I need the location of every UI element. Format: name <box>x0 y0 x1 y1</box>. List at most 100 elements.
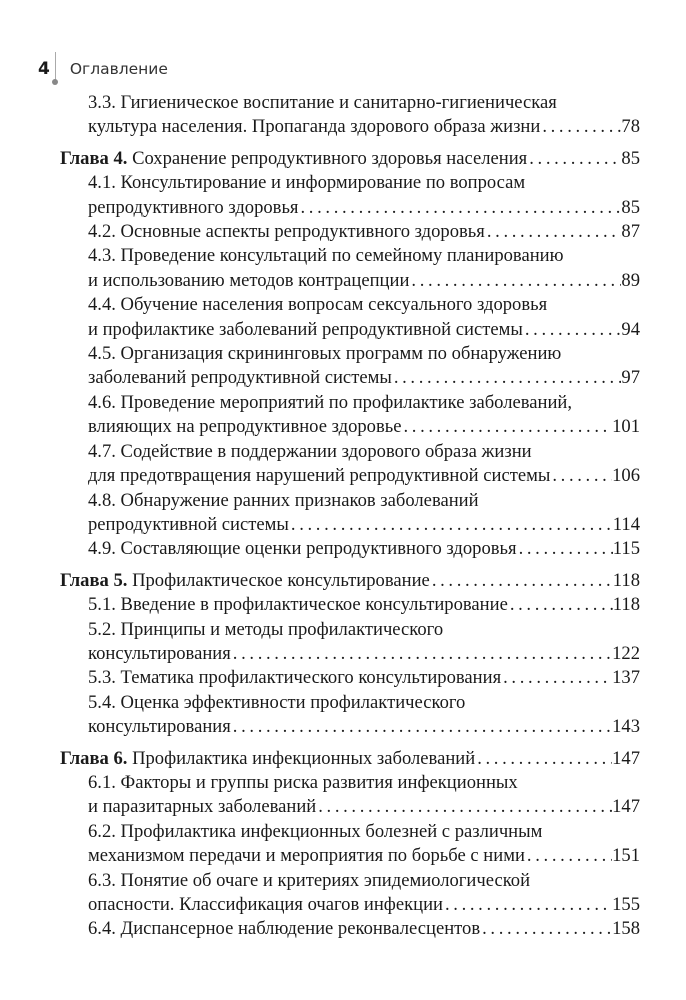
toc-section-entry[interactable]: 4.1. Консультирование и информирование п… <box>60 171 640 220</box>
toc-section-entry[interactable]: 4.3. Проведение консультаций по семейном… <box>60 244 640 293</box>
entry-title-text: репродуктивной системы <box>88 513 289 535</box>
entry-page-number: 147 <box>612 747 640 769</box>
entry-title-text: 6.4. Диспансерное наблюдение реконвалесц… <box>88 918 481 940</box>
entry-title-text: 6.3. Понятие об очаге и критериях эпидем… <box>88 869 531 891</box>
entry-title: влияющих на репродуктивное здоровье <box>88 415 401 439</box>
dot-leader <box>517 537 613 561</box>
toc-line: влияющих на репродуктивное здоровье 101 <box>88 415 640 439</box>
entry-title: 5.4. Оценка эффективности профилактическ… <box>88 692 465 713</box>
dot-leader <box>523 318 622 342</box>
entry-title: репродуктивной системы <box>88 513 289 537</box>
toc-chapter-entry[interactable]: Глава 4. Сохранение репродуктивного здор… <box>60 147 640 171</box>
entry-title-text: Сохранение репродуктивного здоровья насе… <box>132 147 528 169</box>
entry-title: 4.1. Консультирование и информирование п… <box>88 172 525 193</box>
entry-title: опасности. Классификация очагов инфекции <box>88 893 443 917</box>
header-dot <box>52 79 58 85</box>
toc-line: Глава 5. Профилактическое консультирован… <box>60 569 640 593</box>
entry-page-number: 118 <box>612 569 640 591</box>
entry-title: для предотвращения нарушений репродуктив… <box>88 464 550 488</box>
toc-section-entry[interactable]: 5.4. Оценка эффективности профилактическ… <box>60 691 640 740</box>
toc-line: опасности. Классификация очагов инфекции… <box>88 893 640 917</box>
entry-page-number: 143 <box>612 716 640 738</box>
toc-line: репродуктивного здоровья 85 <box>88 196 640 220</box>
dot-leader <box>392 366 622 390</box>
toc-line: и паразитарных заболеваний 147 <box>88 795 640 819</box>
entry-title: 4.9. Составляющие оценки репродуктивного… <box>88 537 517 561</box>
entry-title-text: консультирования <box>88 642 231 664</box>
entry-title-text: 5.1. Введение в профилактическое консуль… <box>88 594 508 616</box>
entry-title-text: 4.1. Консультирование и информирование п… <box>88 172 526 194</box>
entry-title: 5.2. Принципы и методы профилактического <box>88 619 443 640</box>
chapter-label: Глава 4. <box>60 147 128 169</box>
entry-page-number: 97 <box>621 367 640 389</box>
entry-title-text: культура населения. Пропаганда здорового… <box>88 116 541 138</box>
entry-title-text: консультирования <box>88 716 231 738</box>
toc-line: Глава 6. Профилактика инфекционных забол… <box>60 747 640 771</box>
dot-leader <box>475 747 612 771</box>
toc-line: 4.2. Основные аспекты репродуктивного зд… <box>88 220 640 244</box>
entry-title-text: влияющих на репродуктивное здоровье <box>88 416 402 438</box>
toc-section-entry[interactable]: 6.4. Диспансерное наблюдение реконвалесц… <box>60 917 640 941</box>
entry-title: и паразитарных заболеваний <box>88 795 316 819</box>
toc-section-entry[interactable]: 4.4. Обучение населения вопросам сексуал… <box>60 293 640 342</box>
entry-title: механизмом передачи и мероприятия по бор… <box>88 844 525 868</box>
toc-chapter-entry[interactable]: Глава 5. Профилактическое консультирован… <box>60 569 640 593</box>
entry-page-number: 115 <box>612 538 640 560</box>
entry-page-number: 85 <box>621 196 640 218</box>
toc-line: 5.1. Введение в профилактическое консуль… <box>88 593 640 617</box>
toc-section-entry[interactable]: 4.2. Основные аспекты репродуктивного зд… <box>60 220 640 244</box>
entry-page-number: 147 <box>612 796 640 818</box>
entry-title-text: 4.8. Обнаружение ранних признаков заболе… <box>88 489 479 511</box>
entry-title: Глава 5. Профилактическое консультирован… <box>60 569 430 593</box>
dot-leader <box>430 569 613 593</box>
entry-page-number: 114 <box>612 513 640 535</box>
chapter-label: Глава 5. <box>60 569 128 591</box>
toc-line: 6.4. Диспансерное наблюдение реконвалесц… <box>88 917 640 941</box>
toc-section-entry[interactable]: 6.1. Факторы и группы риска развития инф… <box>60 771 640 820</box>
toc-line: Глава 4. Сохранение репродуктивного здор… <box>60 147 640 171</box>
entry-title: 6.3. Понятие об очаге и критериях эпидем… <box>88 870 530 891</box>
page-number: 4 <box>38 59 50 79</box>
toc-section-entry[interactable]: 6.3. Понятие об очаге и критериях эпидем… <box>60 869 640 918</box>
toc-section-entry[interactable]: 4.5. Организация скрининговых программ п… <box>60 342 640 391</box>
toc-section-entry[interactable]: 5.3. Тематика профилактического консульт… <box>60 666 640 690</box>
toc-line: репродуктивной системы 114 <box>88 513 640 537</box>
dot-leader <box>525 844 612 868</box>
entry-title-text: репродуктивного здоровья <box>88 196 299 218</box>
toc-line: консультирования 122 <box>88 642 640 666</box>
entry-title-text: Профилактика инфекционных заболеваний <box>132 747 476 769</box>
entry-title-text: для предотвращения нарушений репродуктив… <box>88 465 551 487</box>
toc-section-entry[interactable]: 5.1. Введение в профилактическое консуль… <box>60 593 640 617</box>
entry-page-number: 155 <box>612 894 640 915</box>
entry-title: 4.2. Основные аспекты репродуктивного зд… <box>88 220 485 244</box>
entry-title-text: 6.1. Факторы и группы риска развития инф… <box>88 771 518 793</box>
entry-title-text: 4.3. Проведение консультаций по семейном… <box>88 245 564 267</box>
entry-title: 4.5. Организация скрининговых программ п… <box>88 343 561 364</box>
entry-title-text: заболеваний репродуктивной системы <box>88 367 392 389</box>
header-rule <box>55 52 56 80</box>
entry-title-text: механизмом передачи и мероприятия по бор… <box>88 845 525 867</box>
entry-title: культура населения. Пропаганда здорового… <box>88 115 540 139</box>
toc-section-entry[interactable]: 4.9. Составляющие оценки репродуктивного… <box>60 537 640 561</box>
toc-line: культура населения. Пропаганда здорового… <box>88 115 640 139</box>
running-title: Оглавление <box>69 60 168 78</box>
toc-chapter-entry[interactable]: Глава 6. Профилактика инфекционных забол… <box>60 747 640 771</box>
dot-leader <box>231 642 612 666</box>
entry-page-number: 78 <box>621 116 640 138</box>
entry-page-number: 118 <box>612 594 640 616</box>
toc-section-entry[interactable]: 4.7. Содействие в поддержании здорового … <box>60 440 640 489</box>
toc-section-entry[interactable]: 5.2. Принципы и методы профилактического… <box>60 618 640 667</box>
entry-title-text: 5.3. Тематика профилактического консульт… <box>88 667 502 689</box>
toc-section-entry[interactable]: 4.8. Обнаружение ранних признаков заболе… <box>60 489 640 538</box>
toc-section-entry[interactable]: 4.6. Проведение мероприятий по профилакт… <box>60 391 640 440</box>
dot-leader <box>480 917 612 941</box>
entry-title-text: 4.6. Проведение мероприятий по профилакт… <box>88 391 573 413</box>
toc-section-entry[interactable]: 6.2. Профилактика инфекционных болезней … <box>60 820 640 869</box>
toc-line: 6.2. Профилактика инфекционных болезней … <box>88 820 640 844</box>
toc-section-entry[interactable]: 3.3. Гигиеническое воспитание и санитарн… <box>60 91 640 140</box>
dot-leader <box>316 795 612 819</box>
entry-title-text: Профилактическое консультирование <box>132 569 430 591</box>
toc-line: 5.3. Тематика профилактического консульт… <box>88 666 640 690</box>
entry-title-text: опасности. Классификация очагов инфекции <box>88 894 443 915</box>
dot-leader <box>501 666 612 690</box>
